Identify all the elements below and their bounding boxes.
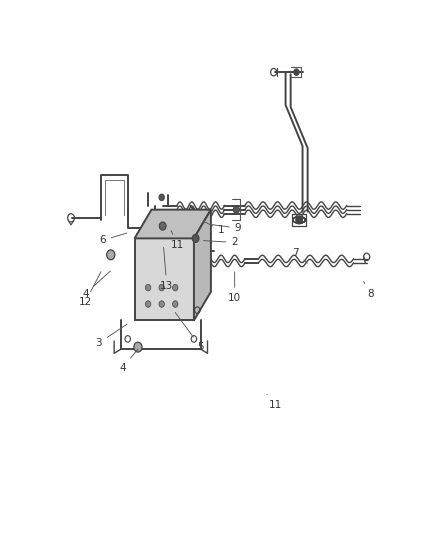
Circle shape: [107, 250, 115, 260]
Text: 6: 6: [99, 233, 127, 245]
Circle shape: [134, 342, 142, 352]
Text: 4: 4: [119, 349, 138, 373]
Text: 12: 12: [79, 272, 101, 307]
Bar: [141, 243, 150, 267]
Text: 4: 4: [82, 271, 110, 299]
Text: 7: 7: [293, 248, 307, 263]
Text: 11: 11: [267, 394, 282, 409]
Circle shape: [173, 284, 178, 291]
Bar: [155, 243, 163, 267]
Text: 10: 10: [228, 272, 241, 303]
Circle shape: [296, 216, 303, 224]
Text: 1: 1: [203, 221, 224, 235]
Text: 3: 3: [95, 324, 127, 348]
Bar: [169, 243, 177, 267]
Text: 8: 8: [364, 281, 374, 299]
Text: 2: 2: [204, 238, 238, 247]
Polygon shape: [134, 209, 211, 238]
Circle shape: [159, 194, 164, 200]
Circle shape: [173, 301, 178, 308]
Circle shape: [294, 69, 299, 76]
Polygon shape: [134, 238, 194, 320]
Circle shape: [233, 206, 240, 213]
Polygon shape: [194, 209, 211, 320]
Circle shape: [145, 301, 151, 308]
Circle shape: [145, 284, 151, 291]
Circle shape: [159, 284, 164, 291]
Text: 9: 9: [210, 223, 241, 233]
Text: 5: 5: [175, 312, 204, 352]
Text: 13: 13: [160, 247, 173, 290]
Circle shape: [192, 235, 199, 243]
Text: 11: 11: [170, 231, 184, 249]
Circle shape: [159, 222, 166, 230]
Circle shape: [159, 301, 164, 308]
